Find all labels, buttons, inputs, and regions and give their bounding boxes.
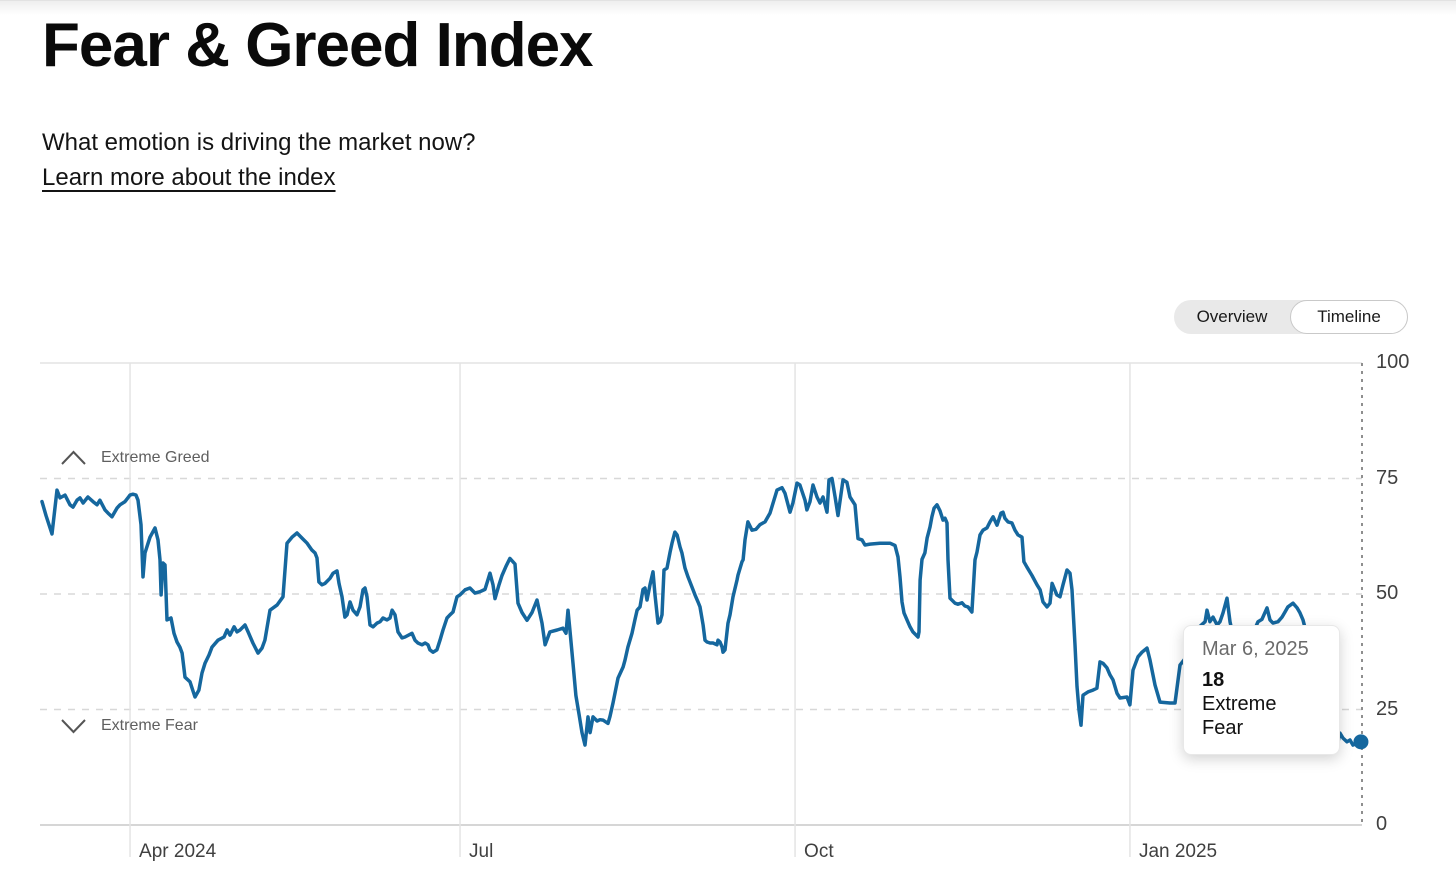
- toggle-timeline-button[interactable]: Timeline: [1290, 300, 1408, 334]
- learn-more-link[interactable]: Learn more about the index: [42, 164, 336, 191]
- toggle-overview-button[interactable]: Overview: [1196, 307, 1268, 326]
- index-line-series[interactable]: [40, 476, 1363, 747]
- y-axis-tick-50: 50: [1376, 582, 1399, 604]
- x-axis-tick-Jul: Jul: [469, 841, 494, 862]
- view-toggle: Overview Timeline: [1174, 300, 1408, 334]
- x-axis-tick-Apr 2024: Apr 2024: [139, 841, 217, 862]
- x-axis-tick-Oct: Oct: [804, 841, 834, 862]
- current-value-dot: [1353, 734, 1369, 750]
- extreme-fear-threshold: Extreme Fear: [60, 717, 198, 735]
- y-axis-tick-75: 75: [1376, 466, 1399, 489]
- y-axis-tick-25: 25: [1376, 697, 1399, 720]
- y-axis-tick-0: 0: [1376, 813, 1388, 835]
- chevron-up-icon: [61, 450, 86, 465]
- extreme-greed-label: Extreme Greed: [101, 449, 210, 466]
- tooltip-value: 18: [1202, 669, 1225, 691]
- y-axis-tick-100: 100: [1376, 351, 1410, 373]
- top-divider: [0, 0, 1456, 15]
- extreme-greed-threshold: Extreme Greed: [60, 449, 209, 467]
- chart-tooltip: Mar 6, 2025 18 Extreme Fear: [1183, 625, 1340, 755]
- tooltip-date: Mar 6, 2025: [1202, 638, 1309, 660]
- tooltip-classification: Extreme Fear: [1202, 693, 1277, 739]
- chevron-down-icon: [61, 719, 86, 734]
- page-title: Fear & Greed Index: [42, 11, 594, 80]
- page-subtitle: What emotion is driving the market now?: [42, 129, 476, 156]
- x-axis-tick-Jan 2025: Jan 2025: [1138, 841, 1218, 862]
- extreme-fear-label: Extreme Fear: [101, 717, 198, 734]
